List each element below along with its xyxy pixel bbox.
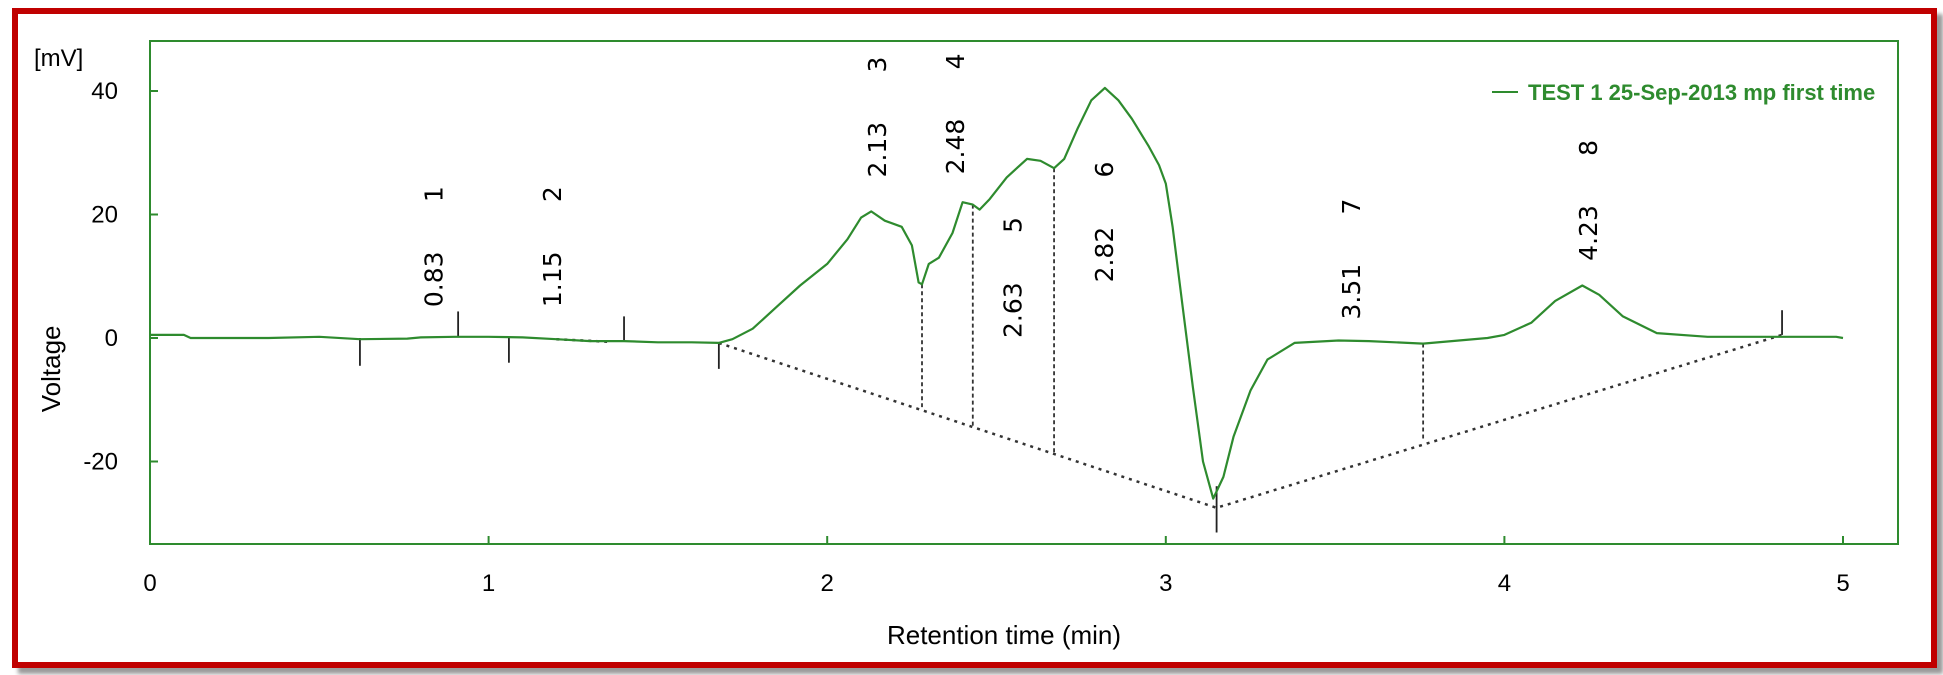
peak-number-label: 2: [538, 186, 567, 202]
y-tick-label: -20: [83, 449, 118, 476]
y-axis-title: Voltage: [36, 326, 66, 413]
chromatogram-trace: [150, 86, 1844, 500]
y-unit-label: [mV]: [34, 45, 83, 72]
figure-border: 0 1 2 3 4 5 40 20 0 -20 0.83 1 1.15 2 2.13 3 2.48 4 2.63 5…: [12, 8, 1937, 668]
chromatogram-chart: 0 1 2 3 4 5 40 20 0 -20 0.83 1 1.15 2 2.13 3 2.48 4 2.63 5…: [34, 40, 1899, 650]
x-tick-label: 3: [1159, 570, 1172, 597]
series-layer: [150, 86, 1844, 500]
baseline-layer: [556, 333, 1783, 510]
x-tick-label: 1: [482, 570, 495, 597]
x-tick-label: 0: [143, 570, 156, 597]
axis-ticks: 0 1 2 3 4 5 40 20 0 -20: [83, 78, 1849, 597]
plot-area-frame: [149, 40, 1899, 545]
x-tick-label: 4: [1498, 570, 1511, 597]
peak-retention-time-label: 4.23: [1574, 205, 1603, 261]
x-tick-label: 5: [1836, 570, 1849, 597]
peak-number-label: 8: [1574, 140, 1603, 156]
peak-number-label: 7: [1337, 199, 1366, 215]
legend: TEST 1 25-Sep-2013 mp first time: [1492, 80, 1875, 105]
y-tick-label: 0: [105, 325, 118, 352]
drop-lines-layer: [921, 168, 1425, 453]
peak-number-label: 6: [1090, 162, 1119, 178]
baseline-dotted: [718, 333, 1783, 510]
peak-retention-time-label: 2.82: [1090, 227, 1119, 283]
x-tick-label: 2: [821, 570, 834, 597]
peak-retention-time-label: 3.51: [1337, 264, 1366, 320]
peak-retention-time-label: 2.13: [863, 122, 892, 178]
y-tick-label: 40: [91, 78, 118, 105]
peak-number-label: 5: [998, 217, 1027, 233]
peak-number-label: 1: [419, 186, 448, 202]
peak-retention-time-label: 1.15: [538, 251, 567, 307]
peak-number-label: 4: [941, 53, 970, 69]
peak-retention-time-label: 2.63: [998, 282, 1027, 338]
peak-labels-layer: 0.83 1 1.15 2 2.13 3 2.48 4 2.63 5 2.82 6 3.51 7 4.23 8: [419, 53, 1603, 338]
peak-retention-time-label: 2.48: [941, 119, 970, 175]
x-axis-title: Retention time (min): [887, 620, 1121, 650]
y-tick-label: 20: [91, 202, 118, 229]
peak-retention-time-label: 0.83: [419, 251, 448, 307]
legend-label: TEST 1 25-Sep-2013 mp first time: [1528, 80, 1875, 105]
peak-number-label: 3: [863, 57, 892, 73]
integration-markers-layer: [359, 310, 1783, 533]
